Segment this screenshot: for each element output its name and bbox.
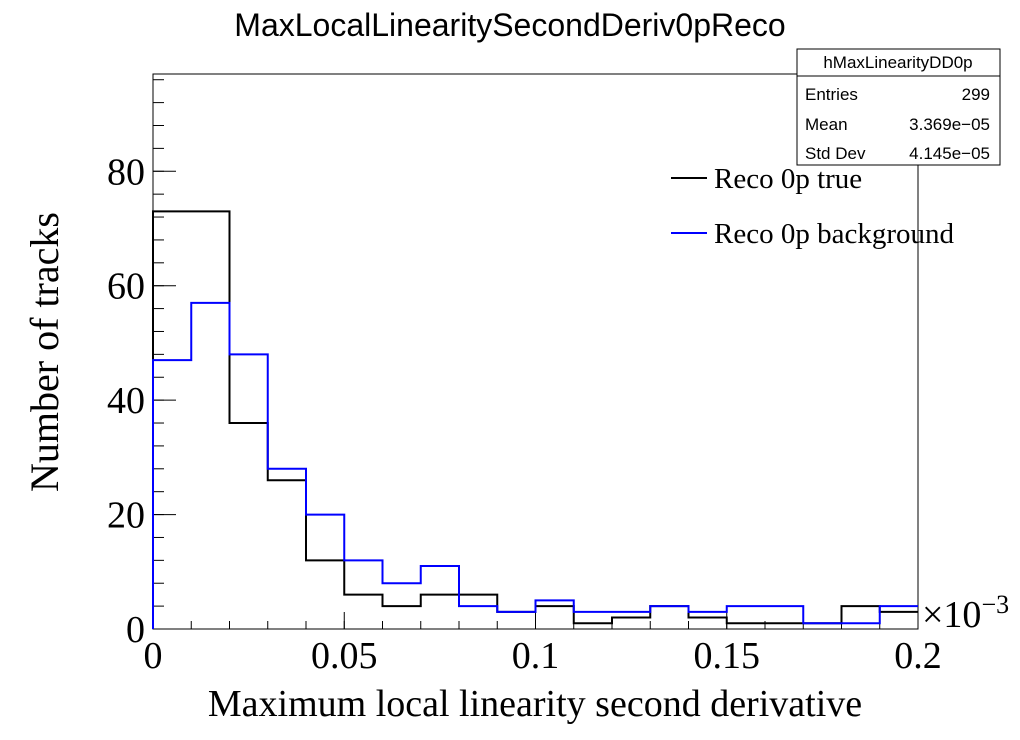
series-layer: [152, 210, 918, 629]
y-tick-label: 20: [107, 495, 145, 537]
legend-label: Reco 0p background: [714, 218, 954, 250]
y-tick-label: 40: [107, 380, 145, 422]
x-tick-label: 0.1: [512, 635, 560, 677]
series-reco-0p-background-line: [152, 301, 918, 629]
stats-entries-value: 299: [962, 85, 990, 104]
y-axis-label: Number of tracks: [22, 212, 67, 492]
y-tick-label: 0: [126, 609, 145, 651]
x-axis-multiplier-exponent: −3: [981, 590, 1009, 619]
y-tick-label: 80: [107, 151, 145, 193]
stats-box-frame: [796, 48, 1001, 166]
legend: Reco 0p true Reco 0p background: [671, 163, 954, 250]
x-tick-label: 0.2: [894, 635, 942, 677]
stats-box-name: hMaxLinearityDD0p: [823, 53, 972, 72]
stats-stddev-label: Std Dev: [805, 144, 866, 163]
y-tick-label: 60: [107, 266, 145, 308]
stats-mean-label: Mean: [805, 115, 848, 134]
legend-label: Reco 0p true: [714, 163, 862, 195]
stats-box: hMaxLinearityDD0p Entries 299 Mean 3.369…: [796, 48, 1001, 166]
x-tick-label: 0.05: [311, 635, 378, 677]
chart-title: MaxLocalLinearitySecondDeriv0pReco: [234, 7, 785, 43]
stats-stddev-value: 4.145e−05: [909, 144, 990, 163]
stats-mean-value: 3.369e−05: [909, 115, 990, 134]
axis-ticks: 0 0.05 0.1 0.15 0.2 0 20 40 60 80: [107, 79, 942, 677]
x-axis-title: Maximum local linearity second derivativ…: [208, 683, 862, 725]
x-tick-label: 0: [144, 635, 163, 677]
stats-entries-label: Entries: [805, 85, 858, 104]
x-axis-multiplier-base: ×10: [922, 594, 981, 636]
x-axis-multiplier: ×10−3: [922, 590, 1009, 636]
x-tick-label: 0.15: [694, 635, 761, 677]
y-axis-title: Number of tracks: [22, 212, 67, 492]
